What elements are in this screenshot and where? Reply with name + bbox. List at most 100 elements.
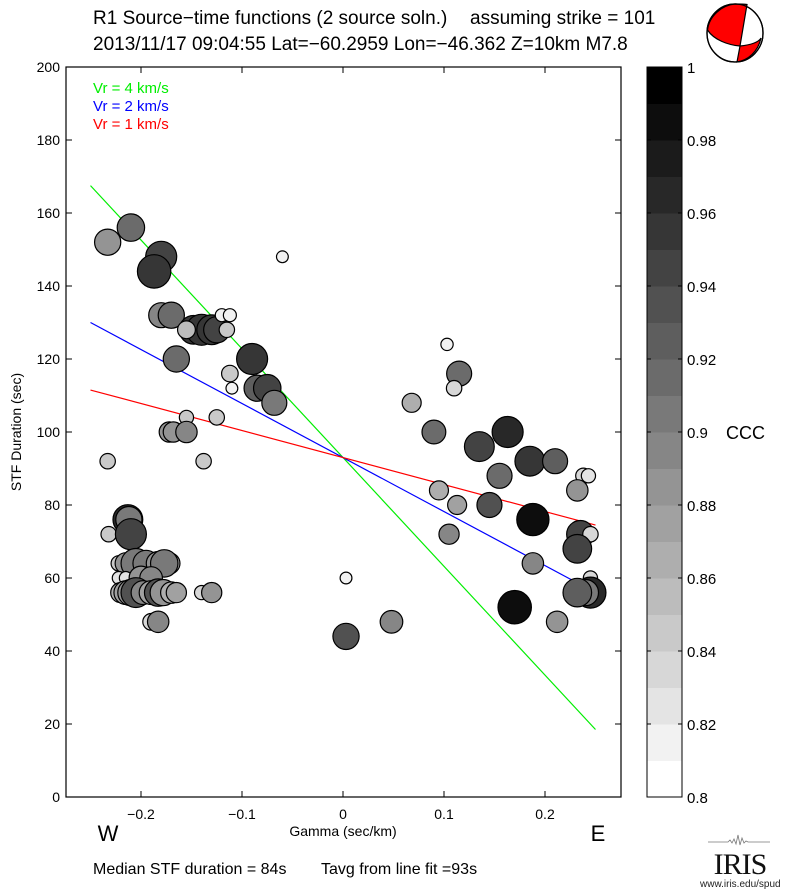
data-point — [146, 610, 170, 634]
colorbar-tick-label: 0.88 — [687, 498, 716, 515]
y-tick-label: 0 — [52, 789, 60, 805]
colorbar-band — [647, 687, 682, 725]
x-tick-label: −0.2 — [127, 806, 155, 822]
vr-line — [90, 389, 596, 526]
data-point — [208, 409, 226, 426]
colorbar-tick-label: 0.94 — [687, 279, 716, 296]
colorbar-band — [647, 724, 682, 761]
data-point — [541, 448, 569, 475]
colorbar-tick-label: 0.86 — [687, 571, 716, 588]
colorbar-tick-label: 0.84 — [687, 644, 716, 661]
data-point — [440, 337, 454, 352]
colorbar-tick-label: 0.92 — [687, 352, 716, 369]
colorbar-band — [647, 359, 682, 396]
data-point — [116, 213, 146, 242]
colorbar-label: CCC — [726, 423, 765, 443]
data-point — [100, 525, 117, 543]
data-point — [463, 431, 495, 463]
data-point — [447, 494, 468, 516]
data-point — [175, 420, 198, 444]
y-tick-label: 180 — [37, 132, 61, 148]
data-point — [566, 479, 589, 502]
data-point — [99, 452, 116, 470]
plot-frame — [65, 66, 622, 798]
x-axis-label: Gamma (sec/km) — [289, 823, 396, 839]
data-point — [93, 228, 122, 256]
data-point — [200, 581, 223, 604]
data-point — [332, 622, 360, 651]
iris-url-link[interactable]: www.iris.edu/spud — [700, 879, 781, 890]
data-point — [220, 364, 239, 383]
colorbar-band — [647, 541, 682, 579]
tavg-line-fit: Tavg from line fit =93s — [321, 861, 478, 878]
data-point — [218, 321, 236, 339]
colorbar-band — [647, 213, 682, 250]
data-point — [497, 589, 533, 625]
colorbar-band — [647, 578, 682, 615]
focal-mechanism-beachball-icon — [706, 3, 764, 63]
colorbar-band — [647, 140, 682, 177]
data-point — [379, 609, 404, 634]
data-point — [562, 577, 593, 608]
y-tick-label: 80 — [44, 497, 60, 513]
colorbar-band — [647, 651, 682, 688]
y-tick-label: 100 — [37, 424, 61, 440]
data-point — [428, 480, 450, 501]
colorbar-band — [647, 103, 682, 141]
colorbar-tick-label: 0.9 — [687, 425, 708, 442]
colorbar-tick-label: 0.98 — [687, 133, 716, 150]
iris-logo[interactable]: IRIS www.iris.edu/spud — [700, 833, 781, 890]
data-point — [136, 254, 172, 289]
data-point — [275, 250, 289, 264]
east-label: E — [591, 821, 606, 846]
y-tick-label: 200 — [37, 59, 61, 75]
chart-title: R1 Source−time functions (2 source soln.… — [93, 8, 448, 29]
data-point — [157, 301, 185, 329]
data-point — [176, 320, 196, 340]
colorbar-tick-label: 1 — [687, 60, 695, 77]
data-point — [486, 462, 513, 489]
data-point — [195, 452, 212, 470]
data-point — [438, 523, 460, 545]
strike-label: assuming strike = 101 — [470, 8, 656, 29]
legend-entry: Vr = 2 km/s — [93, 98, 169, 115]
x-tick-label: 0.1 — [434, 806, 454, 822]
colorbar-band — [647, 614, 682, 652]
data-point — [165, 581, 188, 604]
colorbar-band — [647, 249, 682, 287]
data-point — [162, 345, 191, 373]
data-point — [521, 552, 545, 575]
data-point — [401, 392, 422, 413]
colorbar-band — [647, 286, 682, 323]
colorbar-band — [647, 395, 682, 433]
colorbar-band — [647, 468, 682, 506]
y-tick-label: 60 — [44, 570, 60, 586]
data-point — [545, 610, 569, 634]
data-point — [114, 518, 147, 551]
colorbar-band — [647, 67, 682, 104]
x-tick-label: 0.2 — [535, 806, 555, 822]
data-point — [514, 445, 546, 477]
y-tick-label: 160 — [37, 205, 61, 221]
data-point — [580, 468, 597, 484]
colorbar-band — [647, 176, 682, 214]
legend-entry: Vr = 1 km/s — [93, 116, 169, 133]
y-tick-label: 40 — [44, 643, 60, 659]
median-duration: Median STF duration = 84s — [93, 861, 287, 878]
data-point — [222, 308, 237, 323]
data-point — [516, 502, 550, 537]
data-point — [445, 379, 463, 397]
colorbar-band — [647, 432, 682, 469]
colorbar-band — [647, 505, 682, 542]
data-point — [562, 533, 593, 564]
data-point — [236, 342, 269, 376]
y-axis-label: STF Duration (sec) — [8, 373, 24, 491]
colorbar-tick-label: 0.82 — [687, 717, 716, 734]
y-tick-label: 120 — [37, 351, 61, 367]
y-tick-label: 20 — [44, 716, 60, 732]
seismogram-icon — [708, 834, 770, 846]
data-point — [225, 381, 239, 395]
colorbar-tick-label: 0.8 — [687, 790, 708, 807]
data-point — [421, 419, 447, 445]
